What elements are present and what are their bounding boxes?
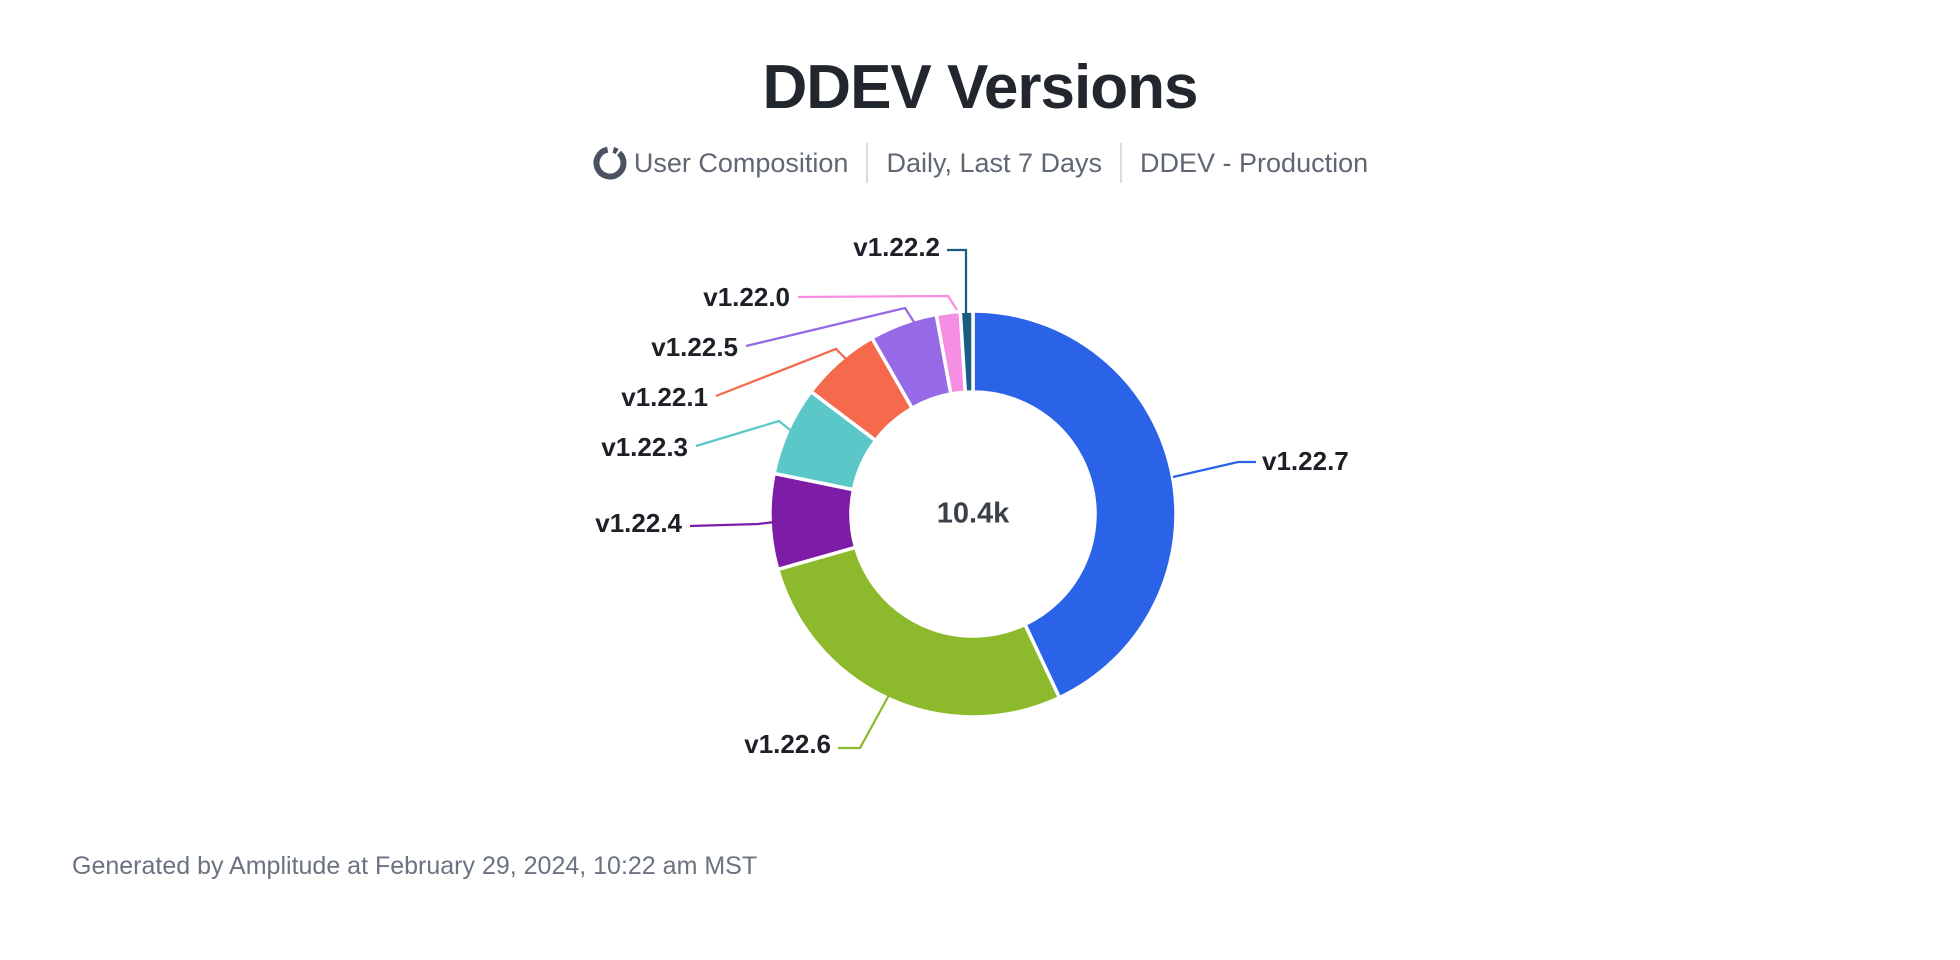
donut-slice-v1.22.2[interactable] <box>958 309 975 394</box>
page-title: DDEV Versions <box>762 53 1199 122</box>
slice-label-v1.22.6: v1.22.6 <box>744 729 831 759</box>
slice-label-v1.22.0: v1.22.0 <box>703 282 790 312</box>
slice-connector-v1.22.4 <box>689 520 776 528</box>
slice-label-v1.22.4: v1.22.4 <box>595 508 682 538</box>
slice-connector-v1.22.1 <box>715 347 855 398</box>
slice-connector-v1.22.2 <box>947 248 968 313</box>
subtitle-divider <box>1120 143 1123 183</box>
slice-connector-v1.22.0 <box>797 294 958 311</box>
donut-slice-v1.22.6[interactable] <box>775 545 1062 719</box>
slice-label-v1.22.3: v1.22.3 <box>601 432 688 462</box>
date-range-label: Daily, Last 7 Days <box>886 147 1103 178</box>
slice-connector-v1.22.5 <box>745 306 915 348</box>
metric-type: User Composition <box>592 145 849 181</box>
total-users-value: 10.4k <box>936 497 1010 530</box>
project-label: DDEV - Production <box>1140 147 1369 178</box>
subtitle-divider <box>866 143 869 183</box>
donut-chart-icon <box>593 146 627 180</box>
donut-slice-v1.22.7[interactable] <box>971 309 1178 700</box>
slice-connector-v1.22.3 <box>695 419 796 448</box>
generated-by-note: Generated by Amplitude at February 29, 2… <box>72 852 758 880</box>
slice-label-v1.22.7: v1.22.7 <box>1262 446 1349 476</box>
slice-label-v1.22.5: v1.22.5 <box>651 332 738 362</box>
slice-connector-v1.22.6 <box>838 694 890 750</box>
slice-connector-v1.22.7 <box>1172 460 1256 479</box>
slice-label-v1.22.2: v1.22.2 <box>853 232 940 262</box>
metric-label: User Composition <box>633 147 849 178</box>
slice-label-v1.22.1: v1.22.1 <box>621 382 708 412</box>
chart-subtitle: User Composition Daily, Last 7 Days DDEV… <box>0 138 1960 188</box>
